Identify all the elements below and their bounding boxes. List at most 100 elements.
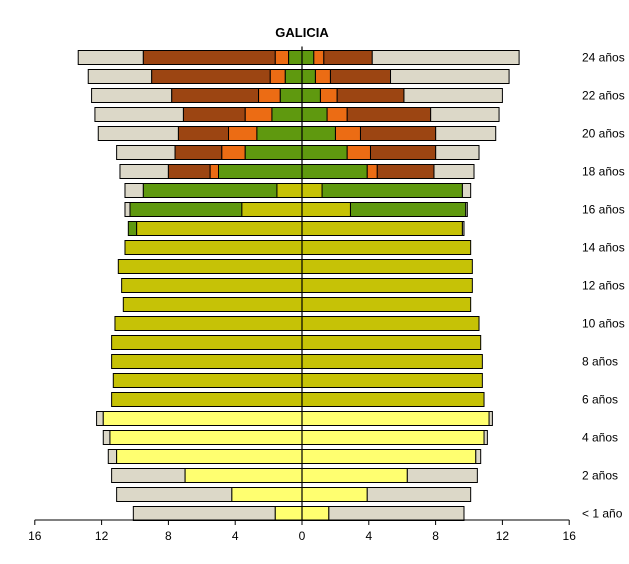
bar-right-age-23-green: [301, 69, 316, 84]
bar-right-age-20-green: [301, 126, 336, 141]
bar-left-age-22-brown: [171, 88, 260, 103]
x-tick-label: 12: [95, 529, 109, 543]
bar-left-age-0-beige: [132, 506, 276, 521]
bar-right-age-22-orange: [319, 88, 338, 103]
bar-right-age-13-olive: [301, 259, 473, 274]
x-tick-label: 8: [165, 529, 172, 543]
bar-left-age-21-orange: [244, 107, 273, 122]
bar-left-age-0-yellow: [274, 506, 303, 521]
bar-right-age-22-brown: [336, 88, 405, 103]
bar-left-age-19-green: [244, 145, 303, 160]
bar-left-age-24-orange: [274, 50, 290, 65]
bar-left-age-10-olive: [114, 316, 303, 331]
bar-left-age-18-brown: [167, 164, 211, 179]
bar-right-age-8-olive: [301, 354, 483, 369]
bar-right-age-19-brown: [369, 145, 437, 160]
bar-left-age-15-olive: [136, 221, 303, 236]
bar-left-age-22-orange: [258, 88, 281, 103]
age-label: 2 años: [582, 469, 618, 483]
age-label: 14 años: [582, 241, 625, 255]
bar-left-age-16-olive: [241, 202, 303, 217]
bar-left-age-2-yellow: [184, 468, 303, 483]
bar-left-age-21-brown: [182, 107, 246, 122]
age-label: 6 años: [582, 393, 618, 407]
bar-right-age-23-orange: [314, 69, 331, 84]
bar-left-age-16-beige: [124, 202, 131, 217]
bar-right-age-17-beige: [461, 183, 472, 198]
bar-left-age-23-beige: [87, 69, 153, 84]
bar-left-age-19-beige: [116, 145, 176, 160]
x-tick-label: 0: [299, 529, 306, 543]
bar-left-age-12-olive: [121, 278, 303, 293]
bar-right-age-16-olive: [301, 202, 351, 217]
bar-right-age-4-beige: [483, 430, 488, 445]
bar-left-age-20-beige: [97, 126, 179, 141]
bar-right-age-0-yellow: [301, 506, 330, 521]
bar-left-age-1-beige: [116, 487, 233, 502]
x-tick-label: 4: [365, 529, 372, 543]
age-label: 12 años: [582, 279, 625, 293]
x-tick-label: 4: [232, 529, 239, 543]
age-label: 22 años: [582, 89, 625, 103]
bar-left-age-24-beige: [77, 50, 144, 65]
bar-left-age-23-brown: [151, 69, 271, 84]
bar-right-age-6-olive: [301, 392, 485, 407]
bar-left-age-16-green: [129, 202, 243, 217]
age-label: 24 años: [582, 51, 625, 65]
bar-left-age-8-olive: [111, 354, 303, 369]
bar-right-age-18-brown: [376, 164, 435, 179]
bar-left-age-17-olive: [276, 183, 303, 198]
bar-right-age-22-beige: [403, 88, 503, 103]
x-tick-label: 16: [28, 529, 42, 543]
bar-right-age-2-yellow: [301, 468, 408, 483]
bar-right-age-20-brown: [359, 126, 437, 141]
bar-right-age-15-olive: [301, 221, 463, 236]
bar-left-age-21-beige: [94, 107, 184, 122]
bar-right-age-23-beige: [390, 69, 510, 84]
bar-left-age-4-beige: [102, 430, 111, 445]
bar-left-age-23-green: [284, 69, 303, 84]
bar-left-age-7-olive: [112, 373, 303, 388]
bar-left-age-6-olive: [111, 392, 303, 407]
bar-right-age-5-beige: [488, 411, 493, 426]
bar-left-age-23-orange: [269, 69, 286, 84]
bar-right-age-21-beige: [430, 107, 500, 122]
bar-right-age-0-beige: [328, 506, 465, 521]
bar-left-age-24-green: [288, 50, 303, 65]
bar-right-age-17-olive: [301, 183, 323, 198]
bar-left-age-11-olive: [122, 297, 303, 312]
bar-right-age-20-beige: [435, 126, 497, 141]
bar-right-age-18-orange: [366, 164, 378, 179]
bar-right-age-7-olive: [301, 373, 483, 388]
bar-right-age-1-beige: [366, 487, 472, 502]
bar-right-age-20-orange: [334, 126, 361, 141]
age-label: < 1 año: [582, 507, 623, 521]
bar-right-age-16-green: [349, 202, 467, 217]
bars-group: [77, 50, 520, 521]
bar-right-age-4-yellow: [301, 430, 485, 445]
age-labels: 24 años 22 años 20 años 18 años 16 años 14 añ…: [582, 51, 625, 521]
bar-right-age-19-orange: [346, 145, 371, 160]
age-label: 4 años: [582, 431, 618, 445]
bar-right-age-22-green: [301, 88, 321, 103]
x-axis: 16 12 8 4 0 4 8 12 16: [28, 46, 576, 543]
bar-right-age-2-beige: [406, 468, 478, 483]
bar-right-age-11-olive: [301, 297, 472, 312]
bar-right-age-10-olive: [301, 316, 480, 331]
bar-left-age-19-orange: [221, 145, 246, 160]
bar-left-age-5-yellow: [102, 411, 303, 426]
bar-right-age-18-green: [301, 164, 368, 179]
bar-right-age-1-yellow: [301, 487, 368, 502]
bar-left-age-3-yellow: [116, 449, 303, 464]
bar-left-age-20-green: [256, 126, 303, 141]
bar-left-age-2-beige: [111, 468, 186, 483]
bar-right-age-21-orange: [326, 107, 348, 122]
bar-right-age-24-brown: [323, 50, 373, 65]
bar-right-age-12-olive: [301, 278, 473, 293]
bar-right-age-19-green: [301, 145, 348, 160]
bar-left-age-24-brown: [142, 50, 276, 65]
bar-right-age-24-orange: [313, 50, 325, 65]
bar-left-age-22-green: [279, 88, 303, 103]
bar-left-age-3-beige: [107, 449, 118, 464]
bar-right-age-24-beige: [371, 50, 520, 65]
